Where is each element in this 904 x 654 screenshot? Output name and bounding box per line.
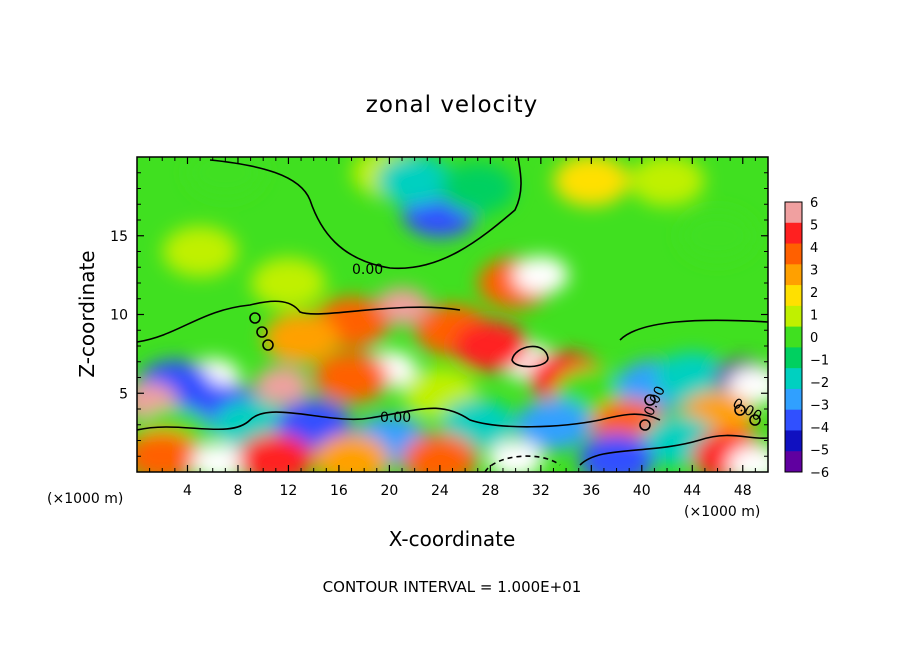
heatmap-cell: [440, 163, 516, 214]
zero-contour-loop: [249, 312, 261, 324]
colorbar-tick-label: −4: [810, 421, 829, 436]
zero-contour-loop: [644, 394, 656, 406]
zero-contour-loop: [262, 339, 274, 351]
colorbar-swatch: [785, 264, 802, 286]
zero-contour-right: [619, 319, 768, 341]
x-tick-label: 32: [532, 483, 550, 499]
colorbar-tick-label: 1: [810, 309, 818, 324]
zero-contour-loop: [749, 414, 761, 426]
heatmap-cell: [727, 445, 768, 472]
heatmap-cell: [137, 430, 200, 472]
colorbar-swatch: [785, 305, 802, 328]
zero-contour-mid: [137, 300, 461, 343]
colorbar-tick-label: 4: [810, 241, 818, 256]
x-tick-label: 36: [582, 483, 600, 499]
colorbar-tick-label: 3: [810, 264, 818, 279]
x-tick-label: 28: [481, 483, 499, 499]
heatmap-cell: [250, 257, 326, 309]
x-unit-left: (×1000 m): [47, 491, 123, 507]
x-tick-label: 16: [330, 483, 348, 499]
heatmap-cell: [579, 433, 655, 472]
heatmap-cell: [162, 226, 238, 277]
x-tick-label: 44: [683, 483, 701, 499]
heatmap-cell: [515, 399, 591, 451]
heatmap-cell: [513, 256, 569, 294]
x-tick-label: 12: [280, 483, 298, 499]
zero-contour-bottom-right: [579, 434, 768, 466]
x-axis-title: X-coordinate: [389, 527, 516, 551]
heatmap-cell: [254, 366, 310, 405]
colorbar-swatch: [785, 409, 802, 431]
y-tick-label: 10: [110, 308, 128, 324]
y-tick-label: 15: [110, 229, 128, 245]
heatmap-cell: [452, 320, 528, 372]
zero-contour-white-ring: [511, 345, 549, 368]
colorbar-tick-label: 2: [810, 286, 818, 301]
colorbar-frame: [784, 201, 803, 473]
colorbar-tick-label: −2: [810, 376, 829, 391]
contour-interval-note: CONTOUR INTERVAL = 1.000E+01: [323, 578, 582, 596]
colorbar-swatch: [785, 285, 802, 307]
contour-label-lower: 0.00: [380, 410, 411, 426]
colorbar-swatch: [785, 388, 802, 411]
heatmap-field: 0.00 0.00 0.00 0.00: [137, 157, 768, 472]
x-tick-label: 4: [183, 483, 192, 499]
x-tick-label: 48: [734, 483, 752, 499]
heatmap-cell: [553, 157, 629, 207]
colorbar: 6 5 4 3 2 1 0 −1 −2 −3 −4 −5 −6: [784, 196, 829, 481]
colorbar-tick-label: 0: [810, 331, 818, 346]
colorbar-swatch: [785, 243, 802, 265]
heatmap-blobs: [137, 157, 768, 472]
heatmap-cell: [654, 352, 730, 403]
x-tick-label: 20: [380, 483, 398, 499]
zero-contour-loop: [639, 419, 651, 431]
heatmap-cell: [629, 157, 705, 207]
x-unit-right: (×1000 m): [684, 504, 760, 520]
colorbar-swatch: [785, 430, 802, 452]
heatmap-cell: [263, 312, 339, 364]
colorbar-swatch: [785, 451, 802, 473]
heatmap-cell: [727, 366, 768, 405]
zero-contours: [137, 157, 768, 472]
colorbar-tick-label: 6: [810, 196, 818, 211]
x-tick-label: 8: [233, 483, 242, 499]
x-tick-label: 24: [431, 483, 449, 499]
heatmap-cell: [314, 352, 390, 403]
heatmap-cell: [488, 440, 544, 472]
colorbar-swatch: [785, 202, 802, 224]
heatmap-cell: [402, 433, 478, 472]
colorbar-swatch: [785, 368, 802, 390]
colorbar-swatch: [785, 347, 802, 369]
colorbar-tick-label: −3: [810, 399, 829, 414]
y-axis: 5 10 15: [110, 172, 768, 457]
colorbar-tick-label: −6: [810, 466, 829, 481]
heatmap-cell: [680, 210, 756, 262]
contour-label-upper: 0.00: [352, 262, 383, 278]
heatmap-cell: [238, 433, 314, 472]
zero-contour-lower: [137, 407, 661, 431]
heatmap-cell: [191, 443, 247, 472]
heatmap-cell: [377, 157, 453, 207]
heatmap-cell: [187, 157, 263, 199]
x-axis: 4 8 12 16 20 24 28 32 36 40 44 48: [149, 157, 756, 499]
y-axis-title: Z-coordinate: [75, 250, 99, 377]
x-tick-label: 40: [633, 483, 651, 499]
zero-contour-upper: [209, 157, 522, 270]
colorbar-tick-label: −5: [810, 444, 829, 459]
chart-title: zonal velocity: [366, 92, 538, 118]
zero-contour-loop: [256, 326, 268, 338]
colorbar-tick-label: −1: [810, 354, 829, 369]
colorbar-swatch: [785, 222, 802, 245]
colorbar-swatch: [785, 326, 802, 348]
heatmap-cell: [374, 287, 430, 326]
zero-contour-loop: [734, 404, 746, 416]
colorbar-tick-label: 5: [810, 219, 818, 234]
dashed-contour: [484, 455, 561, 472]
y-tick-label: 5: [119, 386, 128, 402]
heatmap-cell: [314, 433, 390, 472]
